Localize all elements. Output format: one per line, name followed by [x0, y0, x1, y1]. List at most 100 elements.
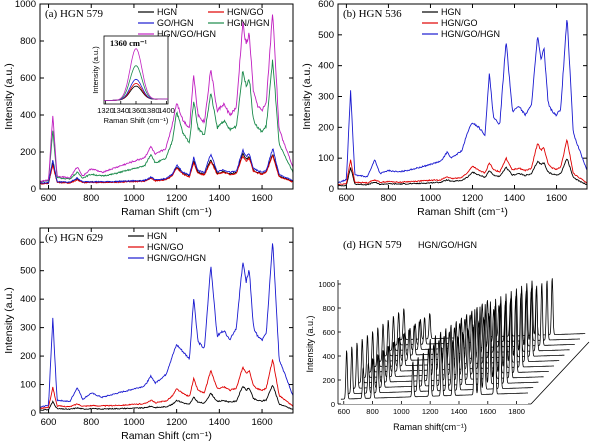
- panel-d-spectrum: [372, 290, 560, 368]
- panel-d-spectrum-fill: [366, 293, 554, 377]
- panel-c-legend-item: HGN: [147, 231, 167, 241]
- panel-d-spectrum: [366, 293, 554, 373]
- panel-a-x-tick-label: 1600: [251, 193, 272, 204]
- panel-a-y-axis-label: Intensity (a.u.): [3, 63, 15, 130]
- panel-b-y-tick-label: 500: [318, 30, 334, 41]
- panel-d-y-tick-label: 400: [322, 352, 335, 361]
- inset-x-tick-label: 1320: [97, 106, 114, 115]
- panel-d-x-tick-label: 800: [366, 407, 379, 416]
- panel-a-x-tick-label: 1400: [209, 193, 230, 204]
- panel-c-frame: [39, 227, 294, 414]
- panel-b-title: (b) HGN 536: [343, 8, 402, 20]
- panel-a-x-axis-label: Raman Shift (cm⁻¹): [121, 206, 212, 218]
- panel-d-spectrum: [346, 303, 534, 395]
- panel-d-y-tick-label: 1000: [318, 280, 335, 289]
- panel-d-spectrum: [356, 298, 544, 384]
- panel-b-y-tick-label: 100: [318, 153, 334, 164]
- panel-d-y-tick-label: 200: [322, 376, 335, 385]
- inset-frame: [103, 35, 169, 105]
- panel-d-x-axis-label: Raman shift(cm⁻¹): [393, 422, 467, 432]
- panel-c-y-tick-label: 300: [20, 323, 36, 334]
- panel-c-y-tick-label: 100: [20, 380, 36, 391]
- panel-b-legend-item: HGN/GO: [441, 18, 478, 28]
- panel-a-y-tick-label: 1000: [15, 0, 36, 10]
- panel-b-y-tick-label: 400: [318, 61, 334, 72]
- panel-a-y-tick-label: 400: [20, 110, 36, 121]
- panel-b-x-tick-label: 1000: [420, 193, 441, 204]
- panel-c-series-hgn: [39, 384, 294, 411]
- panel-b-series-hgn-go: [337, 138, 588, 186]
- panel-d-spectrum-fill: [398, 278, 586, 345]
- panel-a-legend-item: HGN/GO: [227, 7, 264, 17]
- inset-x-tick-label: 1400: [158, 106, 175, 115]
- panel-b-x-tick-label: 1200: [462, 193, 483, 204]
- panel-b-x-tick-label: 1600: [546, 193, 567, 204]
- panel-a-y-tick-label: 600: [20, 73, 36, 84]
- panel-c-y-axis-label: Intensity (a.u.): [3, 287, 15, 354]
- panel-d-spectrum-fill: [377, 288, 565, 367]
- panel-b-y-tick-label: 300: [318, 92, 334, 103]
- panel-c-x-axis-label: Raman Shift (cm⁻¹): [121, 430, 212, 442]
- panel-d-x-tick-label: 1400: [451, 407, 468, 416]
- inset-peak-hgn-go-hgn: [104, 48, 168, 101]
- panel-c-y-tick-label: 500: [20, 266, 36, 277]
- panel-d-x-tick-label: 1200: [422, 407, 439, 416]
- panel-d-spectrum: [377, 288, 565, 362]
- panel-d-depth-axis: [530, 341, 590, 405]
- panel-a-series-hgn-go-hgn: [39, 14, 294, 183]
- panel-a-legend-item: HGN/HGN: [227, 18, 270, 28]
- panel-d-x-tick-label: 1000: [393, 407, 410, 416]
- panel-b: 600 800 1000 1200 1400 1600 0 100 200 300 400 500 60…: [301, 0, 588, 218]
- panel-d-y-tick-label: 600: [322, 328, 335, 337]
- panel-b-y-axis-label: Intensity (a.u.): [301, 63, 313, 130]
- panel-a-x-tick-label: 800: [83, 193, 99, 204]
- inset-x-tick-label: 1340: [112, 106, 129, 115]
- panel-c-y-tick-label: 200: [20, 351, 36, 362]
- panel-a: 600 800 1000 1200 1400 160002004006008001000 …: [3, 0, 294, 218]
- inset-annotation: 1360 cm⁻¹: [110, 38, 147, 48]
- panel-c-series-hgn-go: [40, 359, 294, 410]
- panel-a-y-tick-label: 200: [20, 147, 36, 158]
- panel-c-x-tick-label: 1200: [166, 417, 187, 428]
- panel-d-y-axis-label: Intensity (a.u.): [305, 315, 315, 372]
- panel-c-y-tick-label: 0: [31, 408, 36, 419]
- panel-d-legend: HGN/GO/HGN: [418, 240, 477, 250]
- panel-c-x-tick-label: 1600: [251, 417, 272, 428]
- panel-b-legend-item: HGN/GO/HGN: [441, 29, 500, 39]
- panel-a-x-tick-label: 600: [41, 193, 57, 204]
- panel-d-x-tick-label: 600: [338, 407, 351, 416]
- inset-x-tick-label: 1360: [128, 106, 145, 115]
- panel-d-spectrum-fill: [351, 301, 539, 394]
- panel-a-series-hgn-go: [39, 154, 294, 185]
- panel-a-legend-item: HGN: [157, 7, 177, 17]
- panel-a-title: (a) HGN 579: [45, 8, 104, 20]
- panel-d-y-tick-label: 0: [331, 400, 335, 409]
- panel-c-x-tick-label: 1000: [123, 417, 144, 428]
- panel-d-spectrum-fill: [372, 290, 560, 372]
- panel-c-legend-item: HGN/GO: [147, 242, 184, 252]
- panel-c: 600 800 1000 1200 1400 1600 0 100 200 300 400 500 60…: [3, 227, 294, 442]
- panel-d-title: (d) HGN 579: [343, 239, 402, 251]
- panel-d-x-tick-label: 1600: [479, 407, 496, 416]
- panel-c-y-tick-label: 400: [20, 294, 36, 305]
- panel-a-series-hgn-hgn: [39, 59, 294, 183]
- panel-d-spectrum-fill: [346, 303, 534, 399]
- inset-x-tick-label: 1380: [143, 106, 160, 115]
- panel-d-spectrum-fill: [361, 295, 549, 383]
- panel-d-spectrum-fill: [340, 306, 528, 404]
- panel-b-y-tick-label: 200: [318, 122, 334, 133]
- panel-c-y-tick-label: 600: [20, 237, 36, 248]
- panel-c-legend-item: HGN/GO/HGN: [147, 253, 206, 263]
- panel-b-y-tick-label: 600: [318, 0, 334, 10]
- panel-d-spectrum-fill: [356, 298, 544, 388]
- panel-d-spectrum-fill: [392, 280, 580, 350]
- panel-a-y-tick-label: 0: [31, 184, 36, 195]
- panel-d-x-tick-label: 1800: [508, 407, 525, 416]
- panel-d-spectrum-fill: [382, 285, 570, 361]
- inset-x-axis-label: Raman Shift (cm⁻¹): [104, 116, 169, 125]
- panel-b-x-tick-label: 1400: [504, 193, 525, 204]
- panel-b-y-tick-label: 0: [329, 184, 334, 195]
- panel-d-spectrum: [351, 300, 539, 389]
